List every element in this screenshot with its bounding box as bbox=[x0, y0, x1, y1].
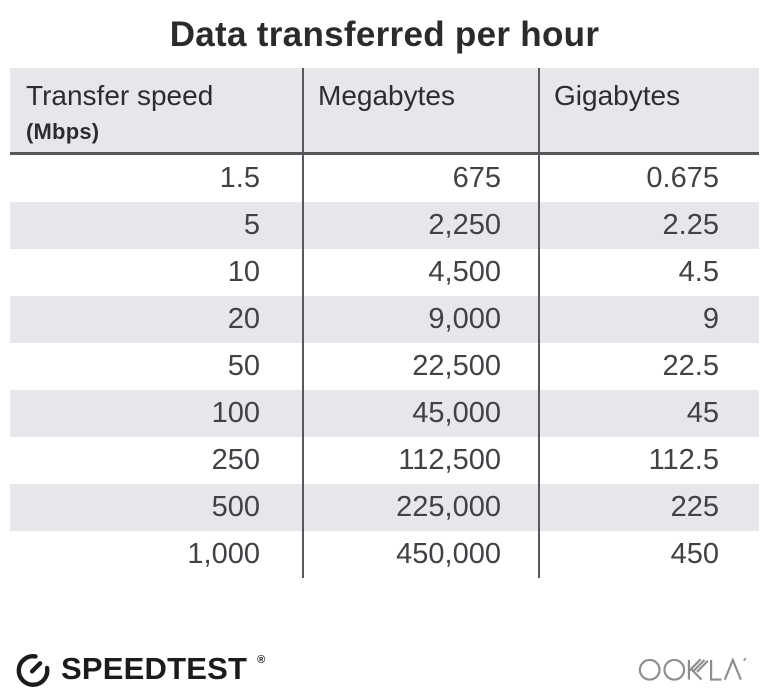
speedtest-gauge-icon bbox=[16, 653, 50, 687]
table-cell: 112.5 bbox=[538, 437, 759, 484]
column-header-sublabel: (Mbps) bbox=[26, 119, 100, 144]
table-cell: 2.25 bbox=[538, 202, 759, 249]
table-cell: 45,000 bbox=[302, 390, 538, 437]
footer: SPEEDTEST ® bbox=[14, 649, 755, 688]
table-cell: 5 bbox=[243, 209, 260, 241]
registered-trademark-icon: ® bbox=[257, 653, 266, 666]
table-row: 5 2,250 2.25 bbox=[10, 202, 759, 249]
table-row: 10 4,500 4.5 bbox=[10, 249, 759, 296]
data-table: Transfer speed (Mbps) Megabytes Gigabyte… bbox=[10, 68, 759, 578]
table-row: 500 225,000 225 bbox=[10, 484, 759, 531]
table-cell: 22.5 bbox=[538, 343, 759, 390]
table-row: 50 22,500 22.5 bbox=[10, 343, 759, 390]
table-cell: 225,000 bbox=[302, 484, 538, 531]
table-cell: 9,000 bbox=[302, 296, 538, 343]
table-cell: 500 bbox=[211, 491, 260, 523]
table-cell: 112,500 bbox=[302, 437, 538, 484]
table-cell: 1,000 bbox=[187, 538, 260, 570]
table-row: 100 45,000 45 bbox=[10, 390, 759, 437]
ookla-wordmark-icon bbox=[638, 657, 747, 681]
table-cell: 250 bbox=[211, 444, 260, 476]
column-header-gigabytes: Gigabytes bbox=[538, 68, 759, 152]
table-cell: 100 bbox=[211, 397, 260, 429]
column-header-label: Transfer speed bbox=[26, 80, 214, 111]
table-cell: 20 bbox=[227, 303, 260, 335]
table-cell: 225 bbox=[538, 484, 759, 531]
table-row: 20 9,000 9 bbox=[10, 296, 759, 343]
table-cell: 450 bbox=[538, 531, 759, 578]
column-header-megabytes: Megabytes bbox=[302, 68, 538, 152]
table-header-row: Transfer speed (Mbps) Megabytes Gigabyte… bbox=[10, 68, 759, 155]
page-title: Data transferred per hour bbox=[169, 15, 600, 54]
column-header-transfer-speed: Transfer speed (Mbps) bbox=[10, 68, 302, 152]
table-cell: 22,500 bbox=[302, 343, 538, 390]
ookla-logo bbox=[637, 649, 755, 688]
table-cell: 45 bbox=[538, 390, 759, 437]
table-cell: 2,250 bbox=[302, 202, 538, 249]
table-cell: 4,500 bbox=[302, 249, 538, 296]
speedtest-wordmark: SPEEDTEST bbox=[61, 650, 248, 686]
table-cell: 9 bbox=[538, 296, 759, 343]
table-row: 250 112,500 112.5 bbox=[10, 437, 759, 484]
table-cell: 50 bbox=[227, 350, 260, 382]
table-row: 1.5 675 0.675 bbox=[10, 155, 759, 202]
table-body: 1.5 675 0.675 5 2,250 2.25 10 4,500 4.5 20 9,000 9 5… bbox=[10, 155, 759, 578]
speedtest-logo: SPEEDTEST ® bbox=[14, 650, 266, 688]
table-cell: 450,000 bbox=[302, 531, 538, 578]
table-cell: 4.5 bbox=[538, 249, 759, 296]
table-cell: 10 bbox=[227, 256, 260, 288]
table-cell: 0.675 bbox=[538, 155, 759, 202]
table-cell: 675 bbox=[302, 155, 538, 202]
table-row: 1,000 450,000 450 bbox=[10, 531, 759, 578]
table-cell: 1.5 bbox=[219, 162, 260, 194]
